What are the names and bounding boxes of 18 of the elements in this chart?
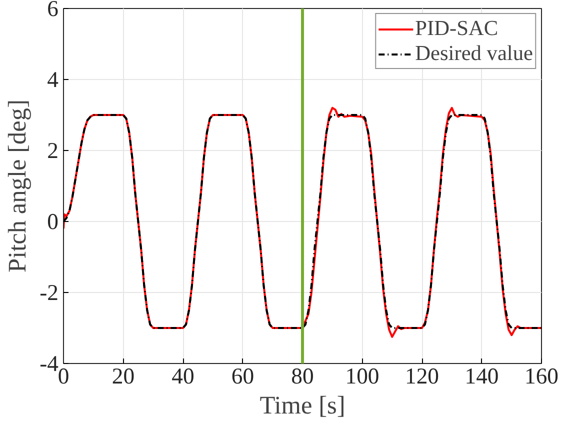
x-axis-title: Time [s] [260, 392, 346, 420]
legend-label: PID-SAC [415, 16, 498, 41]
y-tick-label: -4 [40, 351, 58, 376]
x-tick-label: 60 [231, 364, 254, 388]
x-tick-label: 40 [172, 364, 194, 388]
x-tick-label: 100 [345, 364, 380, 388]
x-tick-label: 160 [524, 364, 558, 388]
y-tick-label: 0 [47, 209, 58, 234]
x-tick-label: 80 [291, 364, 314, 388]
x-tick-label: 140 [464, 364, 499, 388]
legend-label: Desired value [415, 41, 533, 66]
y-tick-label: 2 [47, 138, 58, 163]
y-axis-title: Pitch angle [deg] [4, 99, 32, 273]
x-tick-label: 20 [112, 364, 135, 388]
y-tick-label: 4 [47, 67, 58, 92]
x-tick-label: 120 [405, 364, 439, 388]
y-tick-label: -2 [40, 280, 58, 305]
y-tick-label: 6 [47, 0, 58, 21]
